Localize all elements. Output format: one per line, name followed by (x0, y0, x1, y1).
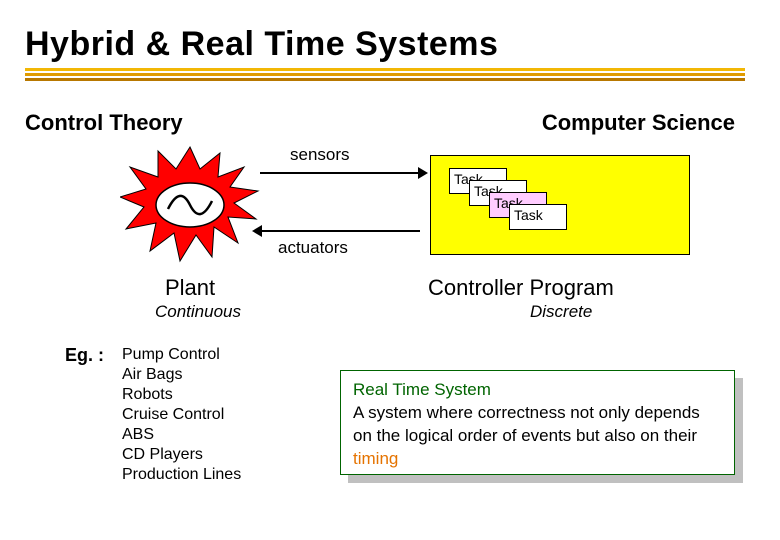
rts-body-pre: A system where correctness not only depe… (353, 403, 700, 445)
eg-item-6: Production Lines (122, 465, 241, 485)
rts-box: Real Time System A system where correctn… (340, 370, 735, 475)
eg-item-2: Robots (122, 385, 241, 405)
slide-title: Hybrid & Real Time Systems (25, 25, 498, 64)
plant-burst-icon (120, 145, 260, 265)
eg-item-3: Cruise Control (122, 405, 241, 425)
arrow-actuators (260, 230, 420, 232)
stripe-1 (25, 68, 745, 71)
controller-box: TaskTaskTaskTask (430, 155, 690, 255)
title-text: Hybrid & Real Time Systems (25, 25, 498, 64)
stripe-2 (25, 73, 745, 76)
label-actuators: actuators (278, 238, 348, 258)
heading-control-theory: Control Theory (25, 110, 183, 136)
eg-item-0: Pump Control (122, 345, 241, 365)
rts-title: Real Time System (353, 380, 491, 399)
eg-item-1: Air Bags (122, 365, 241, 385)
rts-timing-word: timing (353, 449, 398, 468)
heading-computer-science: Computer Science (542, 110, 735, 136)
plant-sublabel: Continuous (155, 302, 241, 322)
arrow-sensors (260, 172, 420, 174)
title-underline (25, 68, 745, 78)
rts-body: A system where correctness not only depe… (353, 403, 700, 468)
plant-label: Plant (165, 275, 215, 301)
controller-label: Controller Program (428, 275, 614, 301)
controller-sublabel: Discrete (530, 302, 592, 322)
eg-list: Pump ControlAir BagsRobotsCruise Control… (122, 345, 241, 485)
eg-item-4: ABS (122, 425, 241, 445)
eg-label: Eg. : (65, 345, 104, 366)
label-sensors: sensors (290, 145, 350, 165)
stripe-3 (25, 78, 745, 81)
task-box-3: Task (509, 204, 567, 230)
eg-item-5: CD Players (122, 445, 241, 465)
